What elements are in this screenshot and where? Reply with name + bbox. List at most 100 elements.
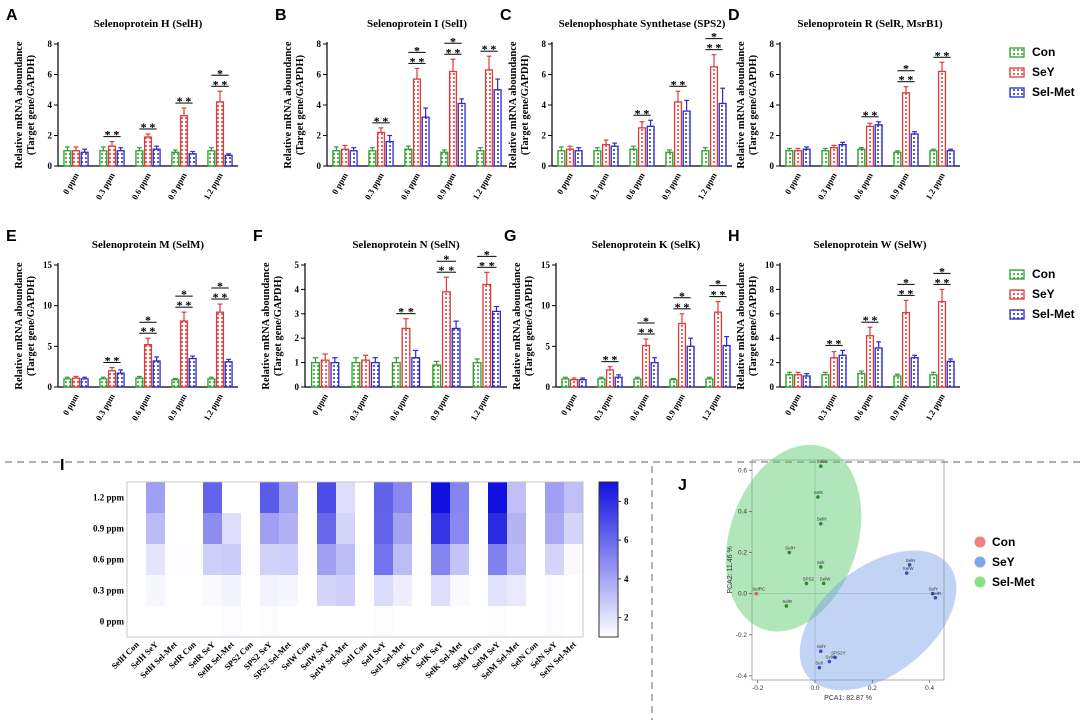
panel-title: Selenoprotein M (SelM) xyxy=(92,239,205,251)
bar-con xyxy=(857,372,866,388)
y-tick-label: 10 xyxy=(43,301,53,311)
y-tick-label: 6 xyxy=(770,309,775,319)
y-tick-label: 0 xyxy=(48,382,53,392)
pca-legend-dot xyxy=(974,576,986,588)
y-tick-label: 0 xyxy=(48,161,53,171)
panel-letter: E xyxy=(6,228,17,245)
x-tick-label: 0 ppm xyxy=(330,171,350,196)
heatmap-cell xyxy=(564,575,584,607)
y-axis-label-units: (Target gene/GAPDH) xyxy=(26,275,37,376)
significance-star: * xyxy=(221,290,227,304)
panel-letter: A xyxy=(6,7,18,24)
significance-star: * xyxy=(185,94,191,108)
bar-sel-met xyxy=(838,143,847,167)
heatmap-cell xyxy=(260,513,280,545)
heatmap-cell xyxy=(393,544,413,576)
heatmap-cell xyxy=(127,482,147,514)
pca-point-sel-met xyxy=(818,565,823,569)
heatmap-cell xyxy=(469,575,489,607)
x-tick-label: 1.2 ppm xyxy=(923,171,946,201)
pca-point-sel-met xyxy=(784,604,789,608)
y-axis-label-units: (Target gene/GAPDH) xyxy=(26,54,37,155)
significance-star: * xyxy=(418,54,424,68)
bar-sey xyxy=(71,377,81,388)
heatmap-cell xyxy=(298,482,318,514)
significance-star: * xyxy=(448,263,454,277)
bar-con xyxy=(597,378,606,388)
heatmap-cell xyxy=(241,482,261,514)
heatmap-cell xyxy=(564,482,584,514)
bar-sel-met xyxy=(910,133,919,167)
pca-point-sel-met xyxy=(818,464,823,468)
bar-con xyxy=(665,151,674,167)
pca-y-tick-label: 0.6 xyxy=(738,467,747,474)
heatmap-cell xyxy=(203,513,223,545)
significance-star: * xyxy=(611,353,617,367)
pca-point-sey xyxy=(817,665,822,670)
significance-star: * xyxy=(639,325,645,339)
heatmap-cell xyxy=(336,606,356,638)
y-axis-label: Relative mRNA aboundance xyxy=(14,262,25,390)
heatmap-cell xyxy=(260,482,280,514)
panel-letter: J xyxy=(678,477,687,494)
heatmap-cell xyxy=(526,482,546,514)
x-tick-label: 0.3 ppm xyxy=(587,171,610,201)
heatmap-cell xyxy=(564,544,584,576)
heatmap-cell xyxy=(279,513,299,545)
pca-x-tick-label: -0.2 xyxy=(752,685,764,692)
bar-sel-met xyxy=(610,145,619,167)
bar-sel-met xyxy=(116,150,125,167)
colorbar xyxy=(598,481,619,638)
bar-con xyxy=(821,150,830,167)
pca-x-tick-label: 0.2 xyxy=(868,685,877,692)
heatmap-cell xyxy=(279,575,299,607)
x-tick-label: 0.9 ppm xyxy=(887,171,910,201)
colorbar-tick-label: 2 xyxy=(624,613,629,623)
heatmap-row-label: 0.6 ppm xyxy=(93,555,125,565)
heatmap-cell xyxy=(146,482,166,514)
y-tick-label: 10 xyxy=(765,260,775,270)
significance-star: * xyxy=(221,77,227,91)
heatmap-cell xyxy=(336,544,356,576)
x-tick-label: 0 ppm xyxy=(555,171,575,196)
y-tick-label: 6 xyxy=(770,70,775,80)
pca-y-tick-label: 0.0 xyxy=(738,591,747,598)
y-axis-label-units: (Target gene/GAPDH) xyxy=(748,275,759,376)
x-tick-label: 1.2 ppm xyxy=(695,171,718,201)
x-tick-label: 0.9 ppm xyxy=(659,171,682,201)
bar-con xyxy=(629,148,638,167)
bar-sel-met xyxy=(874,347,883,388)
heatmap-cell xyxy=(545,513,565,545)
bar-con xyxy=(63,150,72,167)
panel-letter: G xyxy=(504,228,516,245)
legend-swatch-con xyxy=(1009,47,1025,58)
pca-legend-dot xyxy=(974,536,986,548)
pca-legend-dot xyxy=(974,556,986,568)
heatmap-cell xyxy=(526,513,546,545)
bar-con xyxy=(63,378,72,388)
significance-star: * xyxy=(443,252,449,266)
significance-star: * xyxy=(177,298,183,312)
heatmap-cell xyxy=(412,544,432,576)
significance-star: * xyxy=(707,41,713,55)
bar-con xyxy=(368,150,377,167)
significance-star: * xyxy=(715,41,721,55)
heatmap-cell xyxy=(431,482,451,514)
significance-star: * xyxy=(679,77,685,91)
bar-con xyxy=(207,378,216,388)
y-tick-label: 0 xyxy=(770,161,775,171)
y-tick-label: 6 xyxy=(48,70,53,80)
heatmap-cell xyxy=(431,544,451,576)
y-tick-label: 5 xyxy=(48,341,53,351)
legend-swatch-con xyxy=(1009,269,1025,280)
heatmap-cell xyxy=(393,606,413,638)
bar-sey xyxy=(143,344,153,388)
x-tick-label: 1.2 ppm xyxy=(201,392,224,422)
heatmap-cell xyxy=(317,482,337,514)
bar-sel-met xyxy=(650,361,659,388)
y-tick-label: 6 xyxy=(542,70,547,80)
heatmap-cell xyxy=(203,482,223,514)
heatmap-cell xyxy=(260,575,280,607)
bar-sel-met xyxy=(686,345,695,388)
